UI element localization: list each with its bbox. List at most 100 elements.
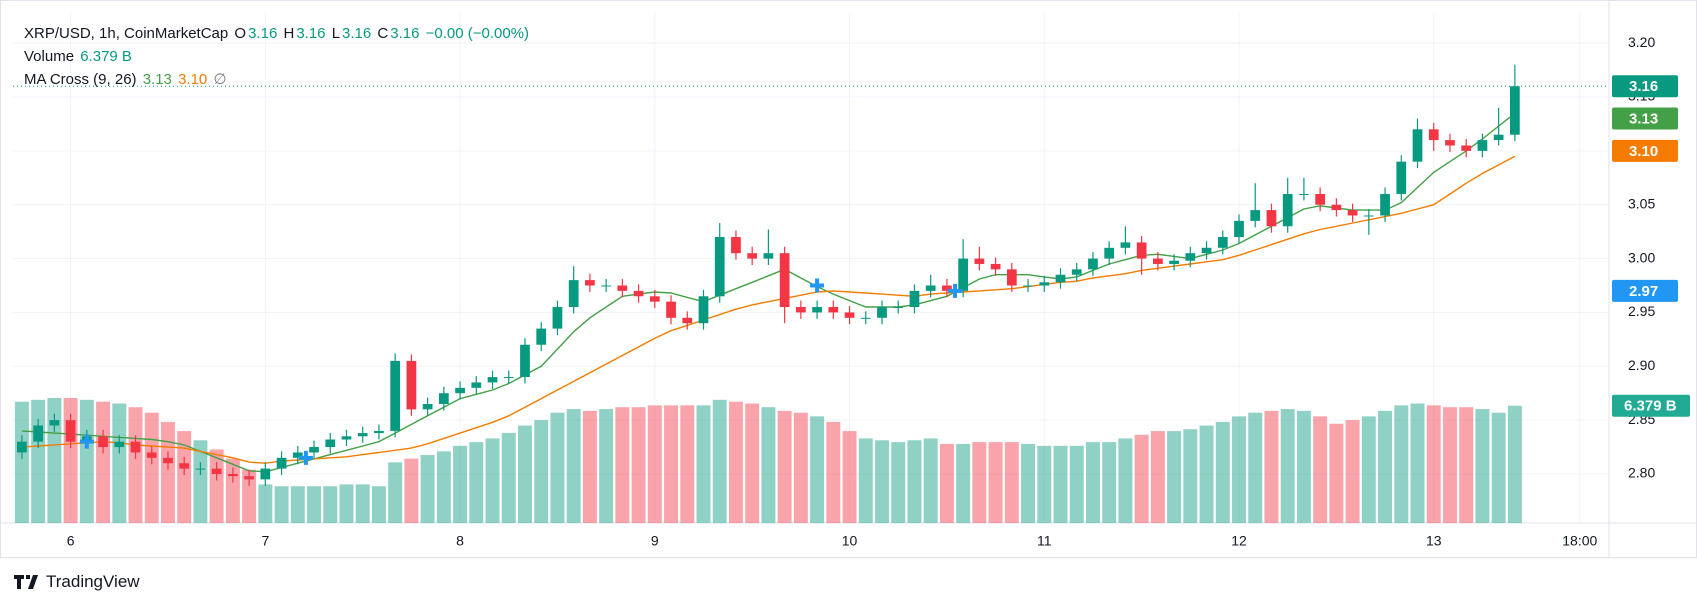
- volume-bar: [453, 445, 468, 523]
- volume-bar: [826, 421, 841, 523]
- volume-bar: [1134, 434, 1149, 523]
- candle-body: [698, 296, 709, 324]
- volume-bar: [31, 399, 46, 523]
- candle-body: [795, 307, 806, 313]
- candle-body: [325, 439, 336, 448]
- candle-body: [568, 280, 579, 308]
- candle-body: [763, 253, 774, 259]
- volume-bar: [1183, 429, 1198, 523]
- volume-bar: [566, 409, 581, 523]
- ma-fast-line: [21, 112, 1516, 473]
- volume-bar: [485, 438, 500, 523]
- candle-body: [1412, 129, 1423, 162]
- ma-extra: ∅: [213, 71, 227, 88]
- ohlc-value: 3.16: [342, 25, 372, 42]
- candle-body: [1396, 161, 1407, 194]
- price-badge: [1612, 75, 1678, 98]
- candle-body: [666, 301, 676, 318]
- volume-bar: [274, 486, 289, 523]
- candle-body: [909, 290, 920, 308]
- volume-value: 6.379 B: [80, 48, 132, 65]
- candle-body: [211, 468, 222, 474]
- volume-bar: [436, 451, 451, 523]
- ma-slow-value: 3.10: [178, 71, 208, 88]
- x-tick-label: 18:00: [1562, 533, 1597, 549]
- volume-bar: [112, 403, 127, 523]
- candle-body: [731, 237, 741, 254]
- volume-bar: [47, 398, 62, 523]
- volume-bar: [745, 403, 760, 523]
- candle-body: [1055, 274, 1066, 283]
- candle-body: [779, 253, 790, 308]
- price-badge-label: 3.13: [1629, 111, 1658, 128]
- candle-body: [503, 377, 514, 379]
- volume-bar: [1150, 431, 1165, 523]
- volume-bar: [972, 442, 987, 523]
- volume-bar: [1037, 445, 1052, 523]
- candle-body: [1169, 260, 1179, 264]
- volume-bar: [1361, 416, 1376, 523]
- candle-body: [958, 258, 969, 291]
- volume-bar: [339, 484, 354, 523]
- ohlc-value: 3.16: [390, 25, 420, 42]
- volume-bar: [534, 420, 549, 523]
- brand: TradingView: [14, 572, 140, 592]
- volume-bar: [599, 409, 614, 523]
- candle-body: [1315, 193, 1326, 205]
- volume-bar: [1507, 405, 1522, 523]
- candle-body: [309, 447, 319, 453]
- candle-body: [292, 452, 303, 458]
- volume-bar: [923, 438, 938, 523]
- candle-body: [1088, 258, 1098, 270]
- x-tick-label: 13: [1426, 533, 1442, 549]
- candle-body: [1250, 210, 1261, 221]
- volume-bar: [1280, 409, 1295, 523]
- volume-bar: [907, 440, 922, 523]
- candle-body: [1201, 247, 1212, 254]
- volume-bar: [323, 486, 338, 523]
- candle-body: [990, 263, 1001, 270]
- ma-cross-marker: [298, 450, 313, 465]
- legend: XRP/USD, 1h, CoinMarketCap O 3.16 H 3.16 L…: [24, 22, 531, 91]
- candle-body: [1428, 129, 1439, 141]
- volume-bar: [96, 401, 111, 523]
- candle-body: [1104, 247, 1115, 259]
- candle-body: [406, 360, 417, 410]
- candle-body: [649, 296, 660, 302]
- y-tick-label: 2.90: [1628, 357, 1655, 373]
- volume-bar: [355, 484, 370, 523]
- volume-bar: [1410, 403, 1425, 523]
- volume-bar: [1394, 405, 1409, 523]
- volume-bar: [404, 458, 419, 523]
- candle-body: [341, 436, 352, 440]
- candle-body: [860, 317, 871, 319]
- candle-body: [195, 468, 206, 470]
- volume-bar: [1199, 425, 1214, 523]
- candle-body: [552, 307, 563, 329]
- ma-label: MA Cross (9, 26): [24, 71, 137, 88]
- candle-body: [1153, 258, 1163, 264]
- candle-body: [714, 237, 725, 297]
- candle-body: [617, 285, 628, 291]
- candle-body: [520, 344, 530, 378]
- y-tick-label: 3.20: [1628, 34, 1655, 50]
- candle-body: [1266, 210, 1277, 227]
- price-badge-label: 3.16: [1629, 78, 1658, 95]
- candle-body: [1510, 86, 1520, 135]
- ma-cross-marker: [79, 434, 94, 449]
- volume-bar: [1053, 445, 1068, 523]
- x-tick-label: 9: [651, 533, 659, 549]
- candle-body: [422, 403, 433, 410]
- volume-bar: [939, 443, 954, 523]
- candle-body: [65, 420, 76, 442]
- price-badge-label: 2.97: [1629, 283, 1658, 300]
- volume-bar: [728, 401, 743, 523]
- candle-body: [812, 307, 822, 313]
- candle-body: [925, 285, 936, 291]
- volume-bar: [258, 484, 273, 523]
- price-badge-label: 3.10: [1629, 143, 1658, 160]
- x-tick-label: 7: [261, 533, 269, 549]
- volume-bar: [777, 410, 792, 523]
- volume-bar: [242, 469, 257, 523]
- volume-bar: [371, 486, 386, 523]
